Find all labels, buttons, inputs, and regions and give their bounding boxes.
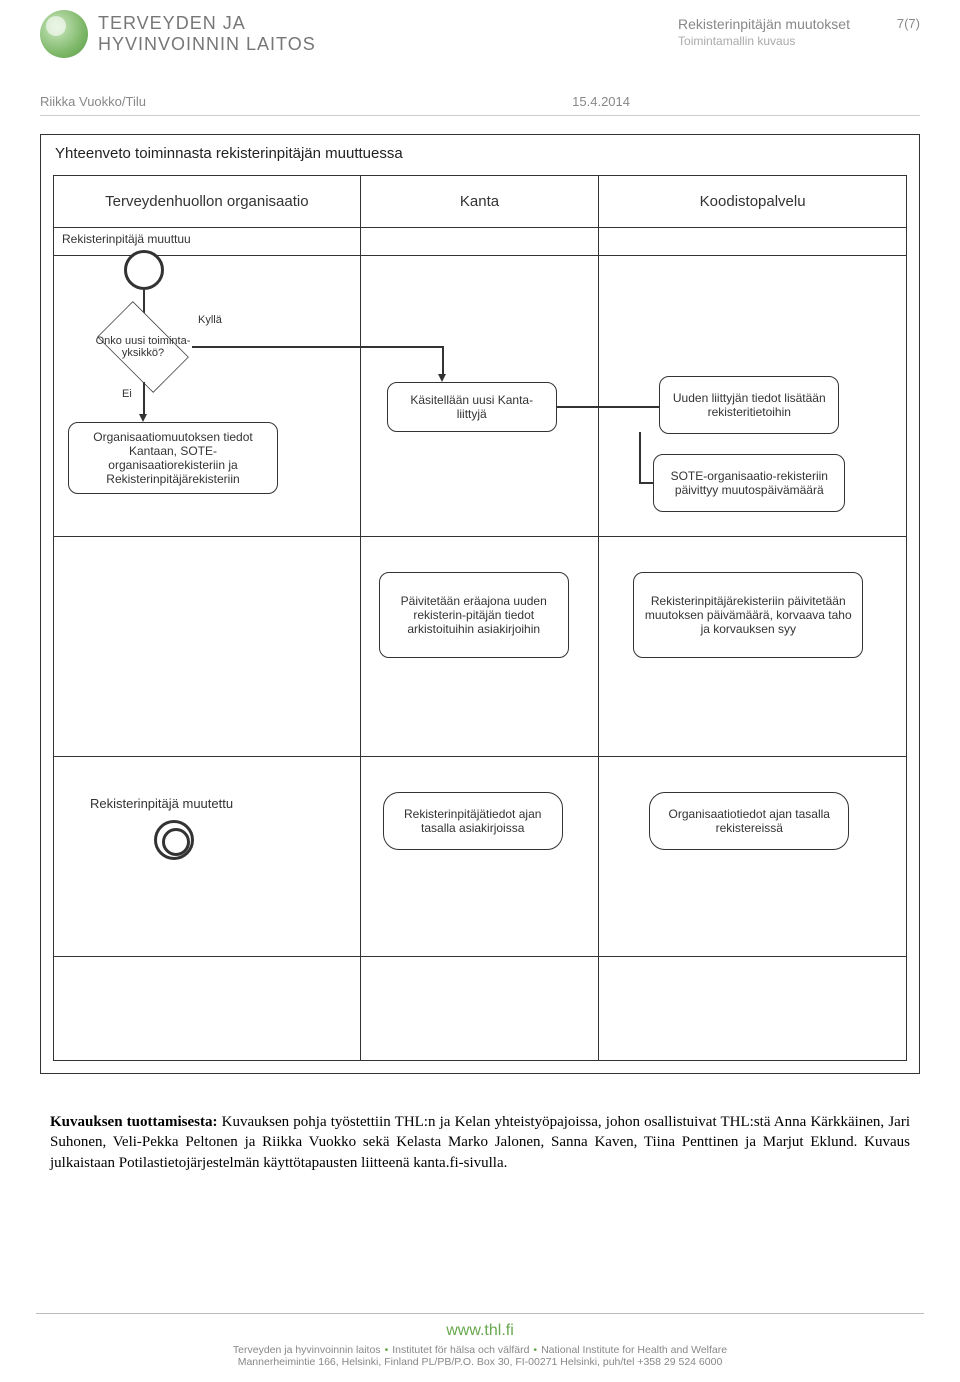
node-label: Rekisterinpitäjätiedot ajan tasalla asia… bbox=[394, 807, 552, 835]
org-name: TERVEYDEN JA HYVINVOINNIN LAITOS bbox=[98, 13, 316, 55]
terminal-node: Rekisterinpitäjätiedot ajan tasalla asia… bbox=[383, 792, 563, 850]
page-header: TERVEYDEN JA HYVINVOINNIN LAITOS Rekiste… bbox=[0, 0, 960, 90]
org-name-line1: TERVEYDEN JA bbox=[98, 13, 316, 34]
lane-koodistopalvelu: Koodistopalvelu Uuden liittyjän tiedot l… bbox=[599, 176, 906, 1060]
terminal-node: Organisaatiotiedot ajan tasalla rekister… bbox=[649, 792, 849, 850]
process-node: Organisaatiomuutoksen tiedot Kantaan, SO… bbox=[68, 422, 278, 494]
bullet-icon: • bbox=[385, 1344, 389, 1356]
lane-kanta: Kanta Käsitellään uusi Kanta-liittyjä Pä… bbox=[361, 176, 600, 1060]
lane-subheader bbox=[361, 228, 599, 256]
flowchart-frame: Yhteenveto toiminnasta rekisterinpitäjän… bbox=[40, 134, 920, 1074]
node-label: Organisaatiotiedot ajan tasalla rekister… bbox=[660, 807, 838, 835]
process-node: SOTE-organisaatio-rekisteriin päivittyy … bbox=[653, 454, 845, 512]
doc-title: Rekisterinpitäjän muutokset bbox=[678, 16, 850, 32]
flow-edge bbox=[639, 432, 641, 484]
flow-edge bbox=[143, 382, 145, 416]
decision-node: Onko uusi toiminta-yksikkö? bbox=[88, 312, 198, 382]
author: Riikka Vuokko/Tilu bbox=[40, 94, 146, 109]
doc-heading: Rekisterinpitäjän muutokset Toimintamall… bbox=[678, 16, 850, 48]
footer-org-en: National Institute for Health and Welfar… bbox=[541, 1344, 727, 1356]
header-rule bbox=[40, 115, 920, 116]
edge-label-yes: Kyllä bbox=[196, 314, 224, 326]
node-label: Käsitellään uusi Kanta-liittyjä bbox=[398, 393, 546, 421]
lane-header: Terveydenhuollon organisaatio bbox=[54, 176, 360, 228]
lane-subheader bbox=[599, 228, 906, 256]
process-node: Käsitellään uusi Kanta-liittyjä bbox=[387, 382, 557, 432]
thl-logo-icon bbox=[40, 10, 88, 58]
edge-label-no: Ei bbox=[120, 388, 134, 400]
decision-label: Onko uusi toiminta-yksikkö? bbox=[94, 335, 192, 359]
footer-org-fi: Terveyden ja hyvinvoinnin laitos bbox=[233, 1344, 381, 1356]
doc-subtitle: Toimintamallin kuvaus bbox=[678, 34, 850, 48]
lane-subheader: Rekisterinpitäjä muuttuu bbox=[54, 228, 360, 256]
node-label: Organisaatiomuutoksen tiedot Kantaan, SO… bbox=[79, 430, 267, 486]
body-paragraph: Kuvauksen tuottamisesta: Kuvauksen pohja… bbox=[50, 1112, 910, 1173]
footer-line1: Terveyden ja hyvinvoinnin laitos•Institu… bbox=[0, 1344, 960, 1356]
process-node: Rekisterinpitäjärekisteriin päivitetään … bbox=[633, 572, 863, 658]
diagram-title: Yhteenveto toiminnasta rekisterinpitäjän… bbox=[55, 145, 403, 162]
footer-site: www.thl.fi bbox=[0, 1322, 960, 1340]
initial-node bbox=[124, 250, 164, 290]
process-node: Päivitetään eräajona uuden rekisterin-pi… bbox=[379, 572, 569, 658]
date: 15.4.2014 bbox=[572, 94, 630, 109]
footer-rule bbox=[36, 1313, 924, 1314]
node-label: SOTE-organisaatio-rekisteriin päivittyy … bbox=[664, 469, 834, 497]
swimlanes: Terveydenhuollon organisaatio Rekisterin… bbox=[53, 175, 907, 1061]
footer-address: Mannerheimintie 166, Helsinki, Finland P… bbox=[0, 1356, 960, 1368]
paragraph-label: Kuvauksen tuottamisesta: bbox=[50, 1114, 218, 1130]
lane-body: Uuden liittyjän tiedot lisätään rekister… bbox=[599, 256, 906, 1060]
final-node bbox=[154, 820, 194, 860]
node-label: Rekisterinpitäjärekisteriin päivitetään … bbox=[644, 594, 852, 636]
node-label: Uuden liittyjän tiedot lisätään rekister… bbox=[670, 391, 828, 419]
page-number: 7(7) bbox=[897, 16, 920, 31]
org-name-line2: HYVINVOINNIN LAITOS bbox=[98, 34, 316, 55]
lane-body: Onko uusi toiminta-yksikkö? Kyllä Ei Org… bbox=[54, 256, 360, 1060]
page-footer: www.thl.fi Terveyden ja hyvinvoinnin lai… bbox=[0, 1313, 960, 1368]
process-node: Uuden liittyjän tiedot lisätään rekister… bbox=[659, 376, 839, 434]
node-label: Päivitetään eräajona uuden rekisterin-pi… bbox=[390, 594, 558, 636]
lane-terveydenhuollon: Terveydenhuollon organisaatio Rekisterin… bbox=[54, 176, 361, 1060]
lane-header: Kanta bbox=[361, 176, 599, 228]
bullet-icon: • bbox=[533, 1344, 537, 1356]
arrowhead-icon bbox=[139, 414, 147, 422]
terminal-label: Rekisterinpitäjä muutettu bbox=[88, 796, 235, 811]
flow-edge bbox=[639, 482, 653, 484]
lane-body: Käsitellään uusi Kanta-liittyjä Päivitet… bbox=[361, 256, 599, 1060]
footer-org-sv: Institutet för hälsa och välfärd bbox=[392, 1344, 529, 1356]
meta-row: Riikka Vuokko/Tilu 15.4.2014 bbox=[0, 94, 960, 109]
lane-header: Koodistopalvelu bbox=[599, 176, 906, 228]
